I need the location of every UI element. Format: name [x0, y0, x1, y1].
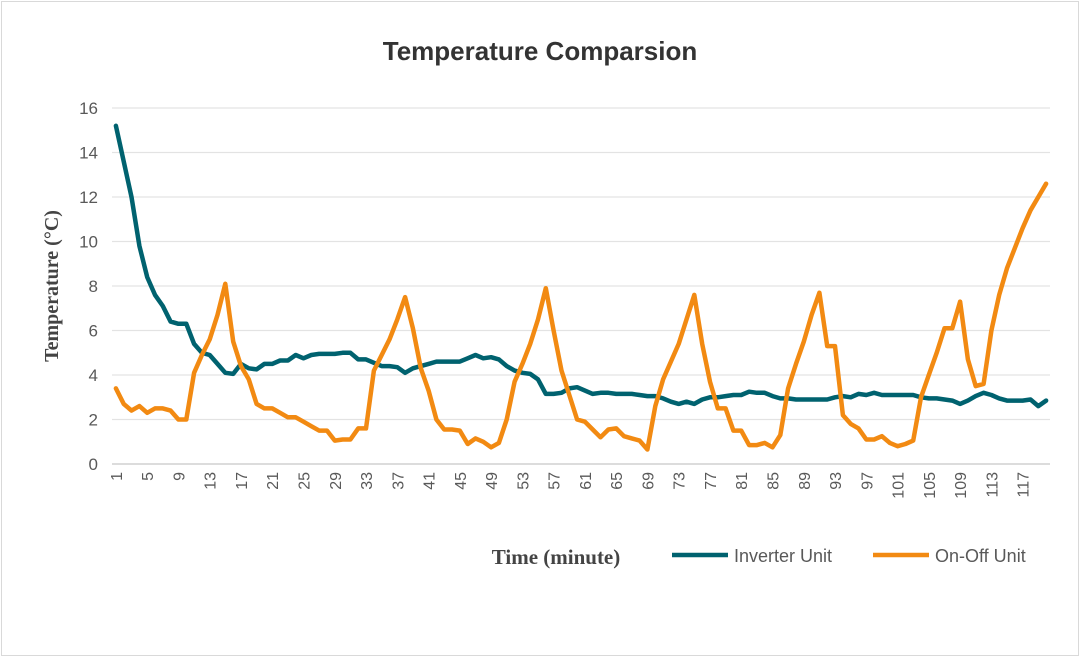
- y-tick-label: 8: [89, 277, 98, 296]
- x-tick-label: 97: [859, 472, 876, 490]
- y-tick-label: 0: [89, 455, 98, 474]
- x-tick-label: 53: [515, 472, 532, 490]
- x-tick-label: 73: [672, 472, 689, 490]
- x-tick-label: 61: [578, 472, 595, 490]
- legend-label: Inverter Unit: [734, 546, 832, 566]
- x-tick-label: 5: [140, 472, 157, 481]
- x-tick-label: 37: [390, 472, 407, 490]
- x-tick-label: 65: [609, 472, 626, 490]
- x-tick-label: 105: [922, 472, 939, 499]
- x-tick-label: 77: [703, 472, 720, 490]
- x-tick-label: 21: [265, 472, 282, 490]
- y-tick-label: 6: [89, 322, 98, 341]
- x-tick-label: 41: [422, 472, 439, 490]
- x-tick-label: 69: [640, 472, 657, 490]
- x-tick-label: 101: [891, 472, 908, 499]
- x-tick-label: 1: [109, 472, 126, 481]
- y-tick-label: 10: [79, 233, 98, 252]
- x-tick-label: 113: [984, 472, 1001, 498]
- y-tick-label: 4: [89, 366, 98, 385]
- chart-title: Temperature Comparsion: [383, 36, 697, 66]
- x-tick-label: 117: [1016, 472, 1033, 498]
- x-tick-label: 25: [297, 472, 314, 490]
- x-tick-label: 49: [484, 472, 501, 490]
- x-tick-label: 29: [328, 472, 345, 490]
- x-tick-label: 89: [797, 472, 814, 490]
- y-tick-label: 14: [79, 144, 98, 163]
- y-tick-label: 12: [79, 188, 98, 207]
- y-axis-label: Temperature (°C): [41, 210, 63, 362]
- series-line-on-off-unit: [113, 181, 1049, 452]
- x-tick-label: 13: [203, 472, 220, 490]
- x-tick-label: 85: [766, 472, 783, 490]
- x-tick-label: 45: [453, 472, 470, 490]
- y-tick-label: 2: [89, 411, 98, 430]
- x-tick-label: 109: [953, 472, 970, 499]
- x-tick-label: 81: [734, 472, 751, 490]
- series-line-inverter-unit: [113, 123, 1049, 409]
- x-tick-label: 57: [547, 472, 564, 490]
- x-tick-label: 17: [234, 472, 251, 490]
- x-tick-label: 93: [828, 472, 845, 490]
- x-tick-label: 33: [359, 472, 376, 490]
- x-axis-label: Time (minute): [492, 545, 621, 569]
- x-tick-label: 9: [171, 472, 188, 481]
- legend-label: On-Off Unit: [935, 546, 1026, 566]
- y-tick-label: 16: [79, 99, 98, 118]
